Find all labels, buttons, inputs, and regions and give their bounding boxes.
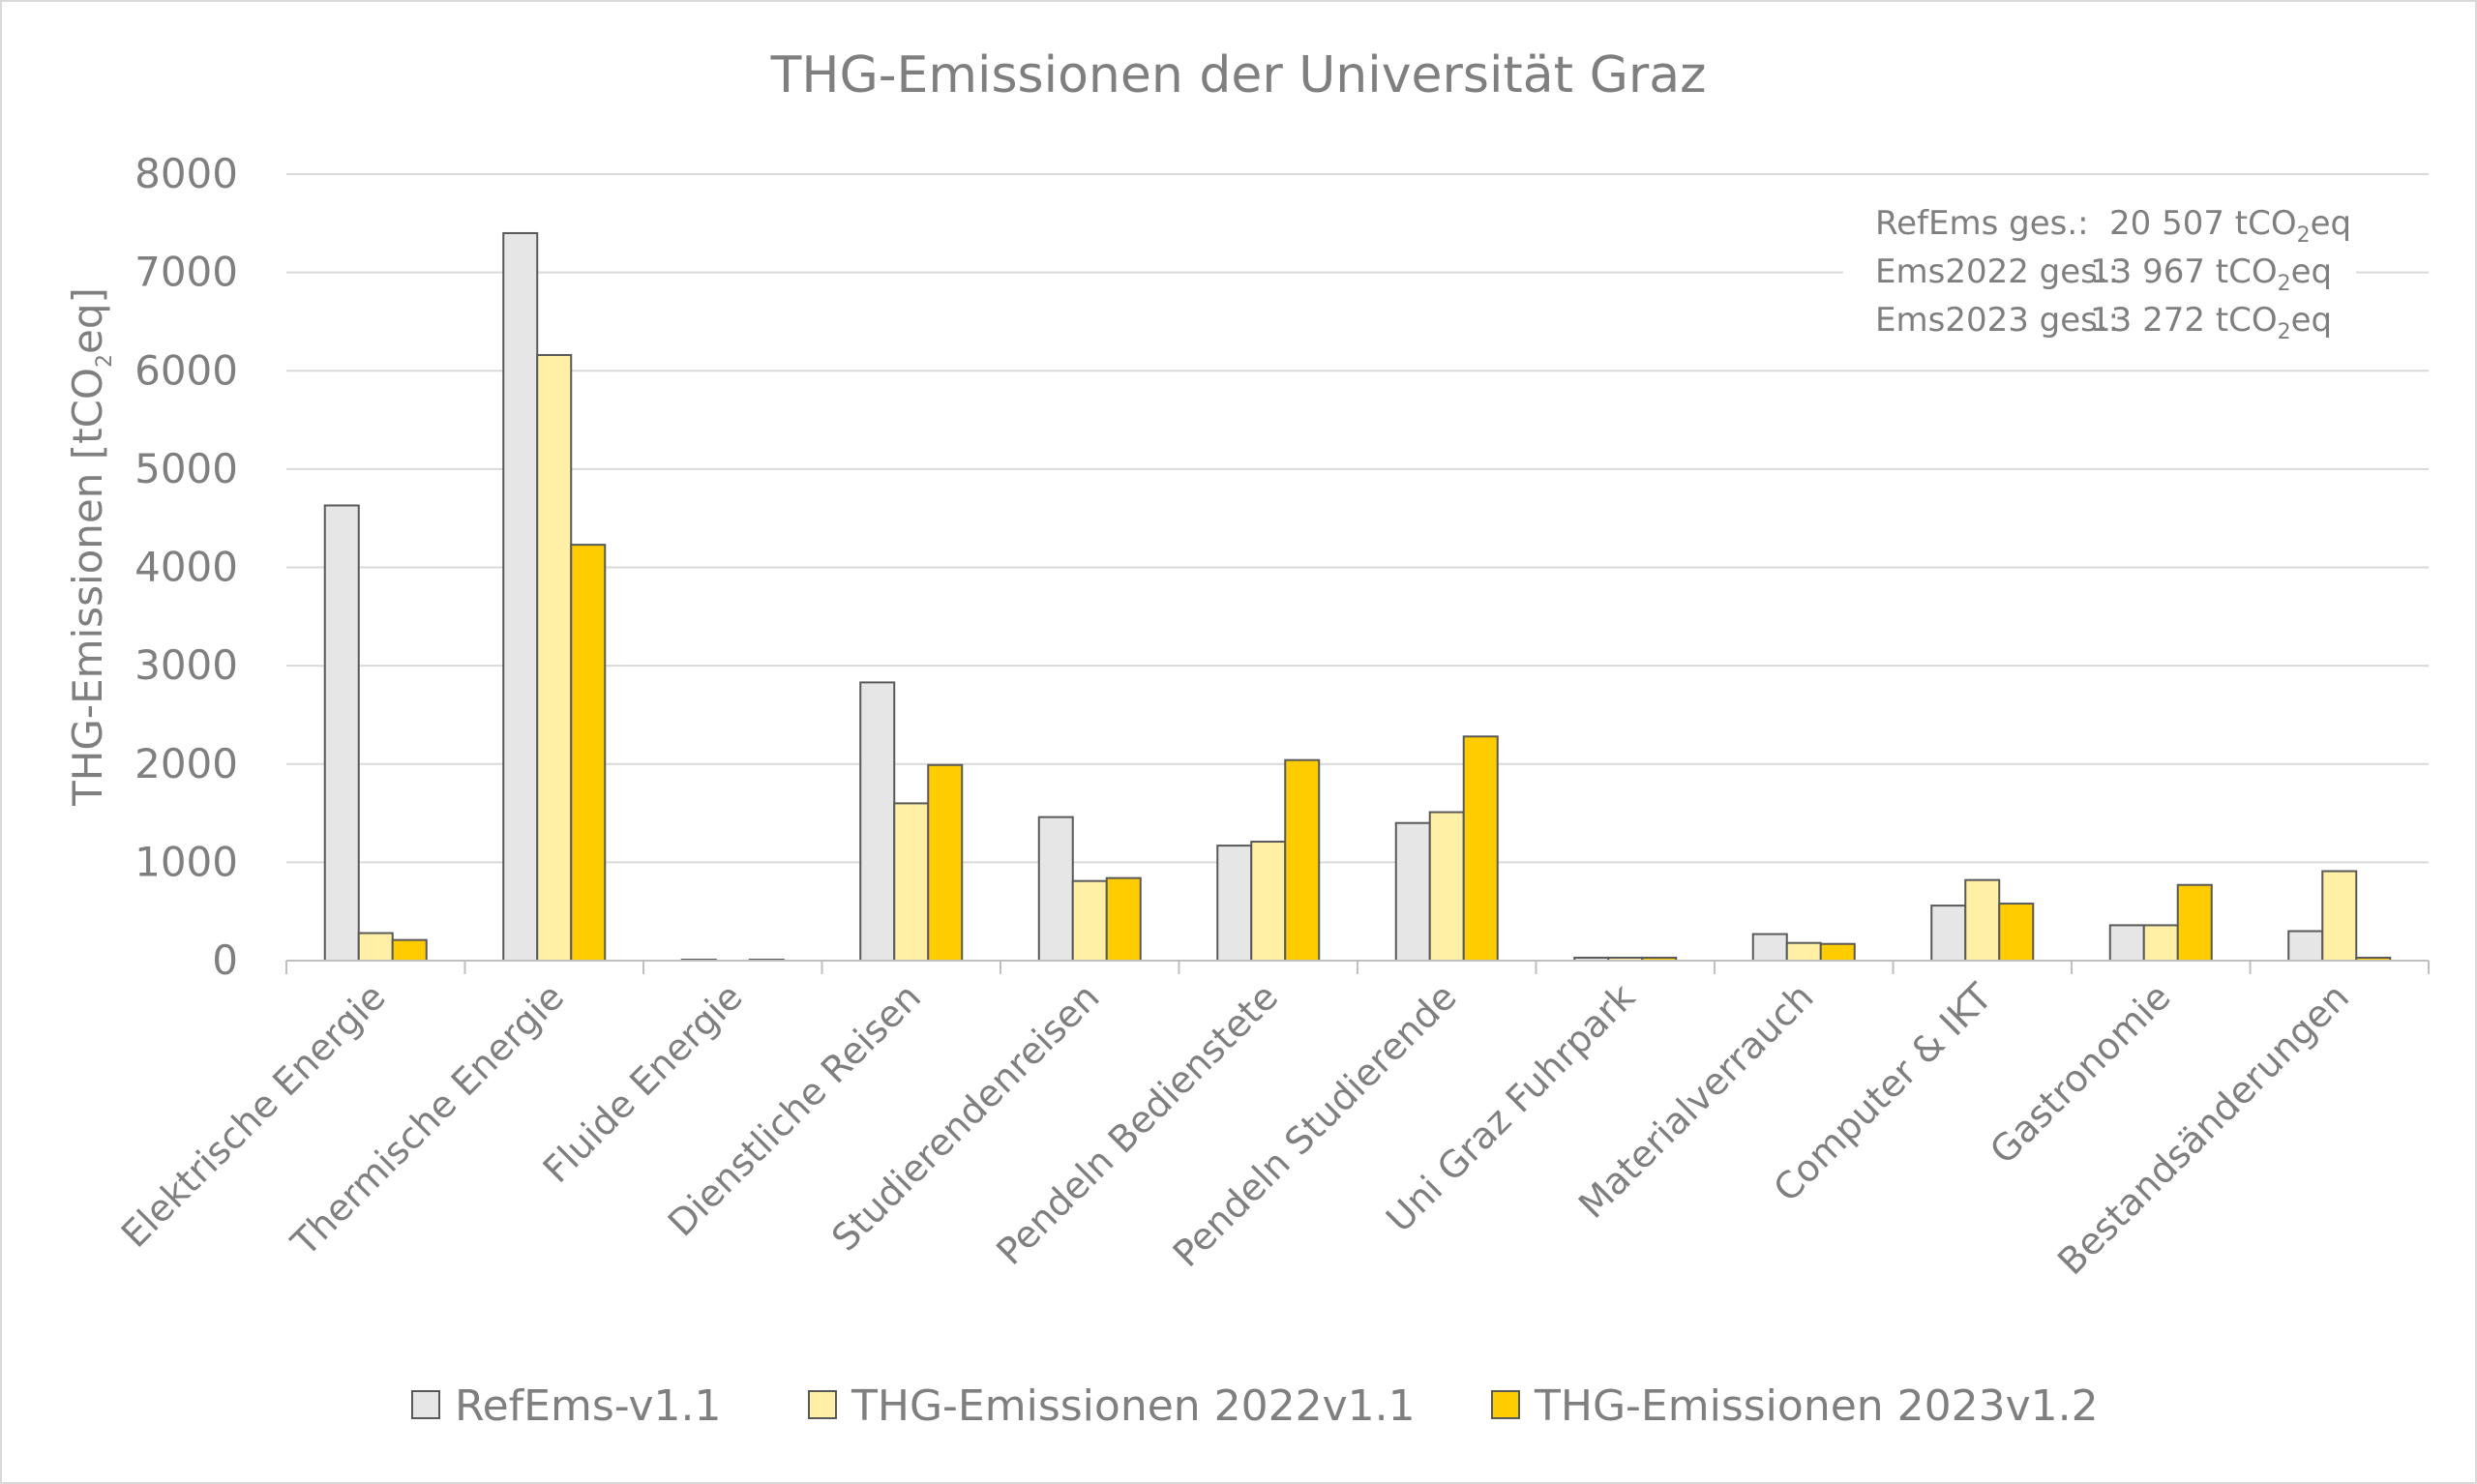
- bar: [2287, 930, 2324, 963]
- bar: [859, 681, 896, 962]
- bar: [1930, 905, 1967, 963]
- annotation-line: Ems2023 ges.:13 272 tCO2eq: [1875, 301, 2332, 344]
- y-axis-ticks: 0 1000 2000 3000 4000 5000 6000 7000 8000: [134, 150, 238, 984]
- y-tick-label: 3000: [134, 641, 238, 689]
- bar: [1964, 878, 2001, 962]
- legend: RefEms-v1.1 THG-Emissionen 2022v1.1 THG-Em…: [411, 1381, 2099, 1431]
- legend-label: RefEms-v1.1: [455, 1381, 721, 1431]
- x-axis: [285, 960, 2430, 974]
- annotation-line: Ems2022 ges.:13 967 tCO2eq: [1875, 252, 2332, 296]
- bar: [1105, 876, 1142, 963]
- bar: [357, 932, 394, 962]
- y-tick-label: 4000: [134, 544, 238, 591]
- legend-swatch: [808, 1390, 837, 1419]
- bar: [1819, 942, 1856, 963]
- chart-title: THG-Emissionen der Universität Graz: [770, 46, 1707, 104]
- x-tick-label: Bestandsänderungen: [2049, 975, 2357, 1283]
- bar: [391, 938, 428, 963]
- bar: [570, 544, 607, 962]
- bar: [323, 504, 360, 962]
- annotation-line: RefEms ges.: 20 507 tCO2eq: [1875, 204, 2351, 248]
- y-tick-label: 5000: [134, 445, 238, 492]
- bar: [2321, 870, 2358, 962]
- bar: [1428, 811, 1465, 963]
- bar: [2142, 924, 2179, 962]
- legend-swatch: [1491, 1390, 1520, 1419]
- legend-label: THG-Emissionen 2022v1.1: [851, 1381, 1416, 1431]
- bar: [1284, 758, 1321, 962]
- y-tick-label: 7000: [134, 249, 238, 296]
- bar: [1394, 821, 1431, 962]
- y-tick-label: 6000: [134, 346, 238, 394]
- legend-swatch: [411, 1390, 440, 1419]
- bar: [893, 802, 930, 963]
- bar: [2108, 924, 2145, 962]
- y-tick-label: 0: [212, 936, 238, 984]
- bar: [1751, 933, 1788, 963]
- legend-label: THG-Emissionen 2023v1.2: [1534, 1381, 2099, 1431]
- bar: [536, 353, 573, 962]
- y-tick-label: 8000: [134, 150, 238, 197]
- bar: [1071, 879, 1108, 963]
- bar: [1998, 903, 2035, 962]
- bar: [502, 231, 539, 963]
- bar: [2176, 883, 2213, 963]
- bar: [1785, 941, 1822, 963]
- annotation-background: [1843, 190, 2356, 352]
- x-tick-label: Gastronomie: [1982, 975, 2178, 1172]
- bar: [1037, 816, 1074, 962]
- bar: [1216, 845, 1253, 963]
- y-tick-label: 2000: [134, 740, 238, 787]
- y-tick-label: 1000: [134, 838, 238, 885]
- y-axis-label: THG-Emissionen [tCO2eq]: [64, 287, 117, 807]
- bar: [927, 763, 964, 962]
- bar: [1250, 841, 1287, 962]
- bar: [1462, 735, 1499, 962]
